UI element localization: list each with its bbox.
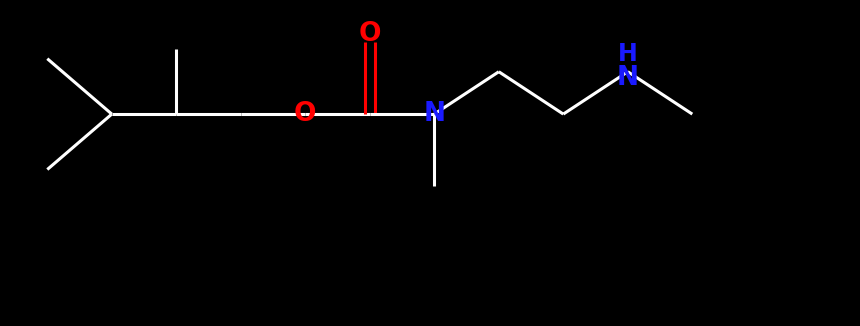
Text: O: O <box>294 101 316 127</box>
Text: N: N <box>617 65 639 91</box>
Text: O: O <box>359 21 381 47</box>
Text: H: H <box>618 42 637 66</box>
Text: N: N <box>423 101 445 127</box>
